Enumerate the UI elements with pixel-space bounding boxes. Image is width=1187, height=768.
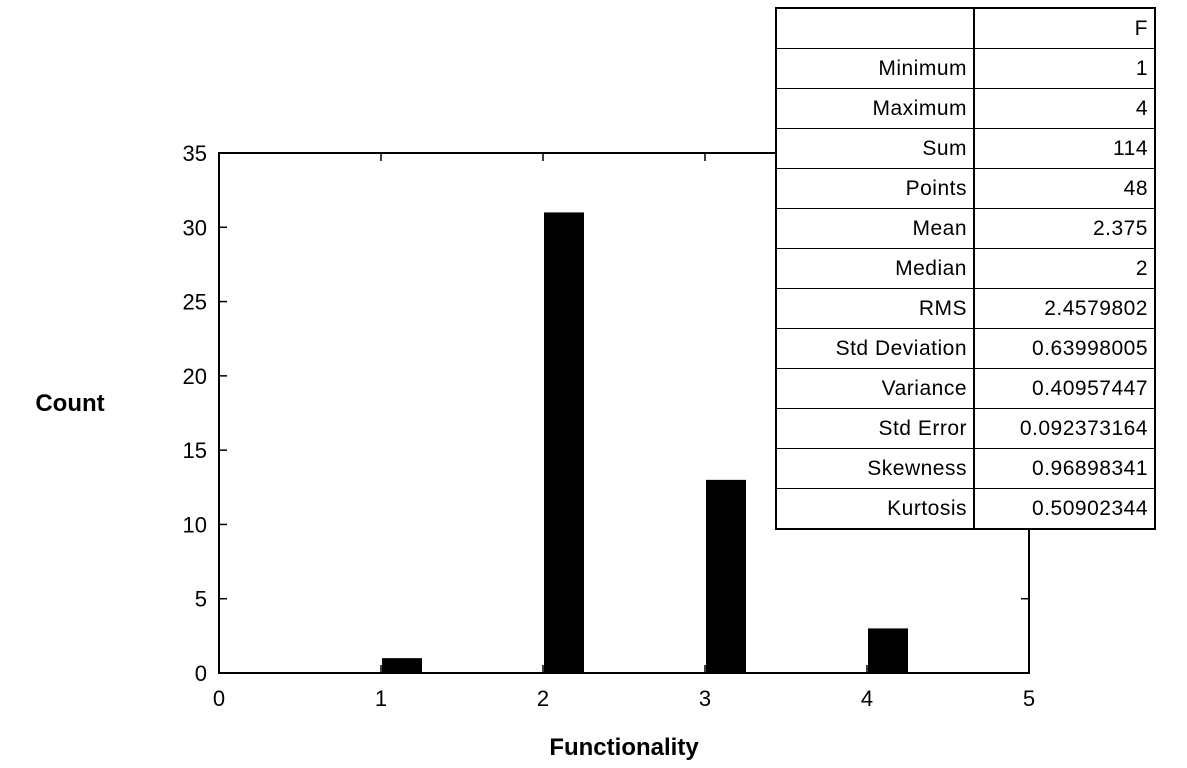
stats-row: RMS 2.4579802 (776, 288, 1155, 329)
y-tick-label: 25 (183, 290, 207, 315)
stats-value: 1 (974, 48, 1155, 89)
summary-statistics-table: F Minimum 1 Maximum 4 Sum 114 Points 48 Mean 2.375… (775, 7, 1156, 530)
stats-label: Points (776, 168, 975, 209)
stats-row: Sum 114 (776, 128, 1155, 169)
x-tick-label: 3 (699, 686, 711, 711)
stats-row: Mean 2.375 (776, 208, 1155, 249)
y-tick-label: 5 (195, 587, 207, 612)
x-axis-tick-labels: 0 1 2 3 4 5 (213, 686, 1035, 711)
bar (706, 479, 746, 673)
stats-value: 4 (974, 88, 1155, 129)
stats-value: 0.40957447 (974, 368, 1155, 409)
x-tick-label: 4 (861, 686, 873, 711)
y-tick-label: 30 (183, 215, 207, 240)
y-tick-label: 15 (183, 438, 207, 463)
stats-label: Skewness (776, 448, 975, 489)
stats-value: 0.96898341 (974, 448, 1155, 489)
stats-row: Points 48 (776, 168, 1155, 209)
stats-value: 114 (974, 128, 1155, 169)
stats-label: Std Deviation (776, 328, 975, 369)
stats-row: Variance 0.40957447 (776, 368, 1155, 409)
stats-header-row: F (776, 8, 1155, 49)
stats-label: Variance (776, 368, 975, 409)
stats-value: 2.4579802 (974, 288, 1155, 329)
stats-row: Median 2 (776, 248, 1155, 289)
stats-row: Std Error 0.092373164 (776, 408, 1155, 449)
bar-series (382, 212, 908, 673)
y-axis-tick-labels: 0 5 10 15 20 25 30 35 (183, 141, 207, 686)
y-tick-label: 10 (183, 512, 207, 537)
x-tick-label: 2 (537, 686, 549, 711)
bar (382, 658, 422, 673)
stats-label: Minimum (776, 48, 975, 89)
y-tick-label: 35 (183, 141, 207, 166)
x-tick-label: 0 (213, 686, 225, 711)
stats-label: Maximum (776, 88, 975, 129)
stats-row: Minimum 1 (776, 48, 1155, 89)
stats-column-header: F (974, 8, 1155, 49)
y-axis-title: Count (35, 390, 104, 417)
stats-row: Maximum 4 (776, 88, 1155, 129)
stats-header-blank (776, 8, 975, 49)
stats-label: Sum (776, 128, 975, 169)
stats-row: Kurtosis 0.50902344 (776, 488, 1155, 529)
y-tick-label: 20 (183, 364, 207, 389)
bar (544, 212, 584, 673)
x-axis-title: Functionality (549, 734, 699, 761)
stats-value: 0.63998005 (974, 328, 1155, 369)
stats-row: Skewness 0.96898341 (776, 448, 1155, 489)
stats-label: Std Error (776, 408, 975, 449)
stats-label: RMS (776, 288, 975, 329)
stats-value: 0.092373164 (974, 408, 1155, 449)
stats-label: Kurtosis (776, 488, 975, 529)
stats-label: Median (776, 248, 975, 289)
stats-value: 2 (974, 248, 1155, 289)
stats-value: 0.50902344 (1032, 496, 1148, 520)
y-tick-label: 0 (195, 661, 207, 686)
stats-row: Std Deviation 0.63998005 (776, 328, 1155, 369)
stats-value: 2.375 (974, 208, 1155, 249)
x-tick-label: 1 (375, 686, 387, 711)
stats-value: 48 (974, 168, 1155, 209)
x-tick-label: 5 (1023, 686, 1035, 711)
bar (868, 628, 908, 673)
stats-label: Mean (776, 208, 975, 249)
